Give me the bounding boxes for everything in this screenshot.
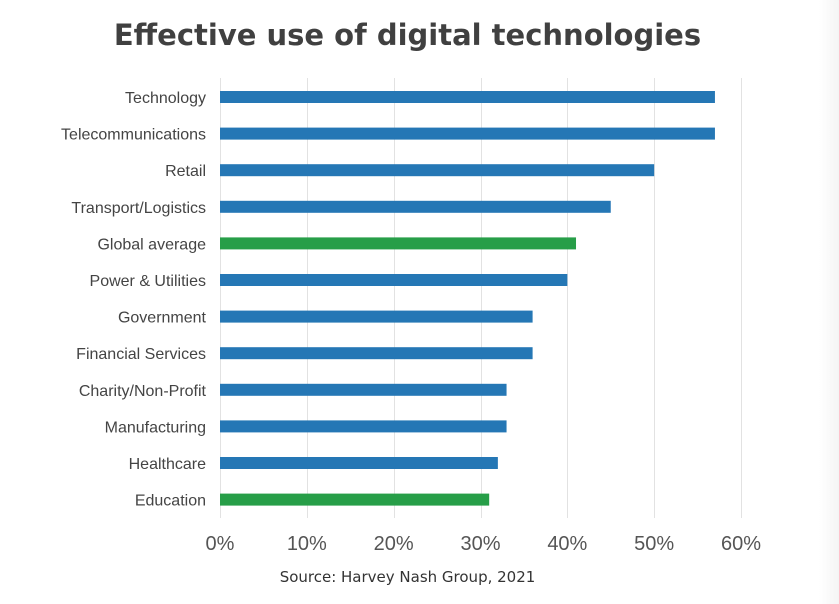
gridlines — [220, 78, 742, 518]
category-labels: Technology Telecommunications Retail Transp… — [61, 90, 207, 510]
x-tick-labels: 0% 10% 20% 30% 40% 50% 60% — [206, 533, 762, 555]
bars — [220, 91, 715, 506]
bar-global-average — [220, 237, 577, 250]
category-label: Manufacturing — [105, 419, 206, 436]
bar-education — [220, 493, 490, 506]
category-label: Transport/Logistics — [71, 200, 206, 217]
bar-power-utilities — [220, 274, 568, 286]
bar-manufacturing — [220, 420, 507, 433]
category-label: Global average — [97, 236, 206, 253]
bar-financial-services — [220, 347, 533, 360]
chart-title: Effective use of digital technologies — [113, 18, 702, 52]
x-tick-label: 50% — [634, 533, 674, 555]
category-label: Power & Utilities — [90, 273, 206, 290]
category-label: Technology — [125, 90, 206, 107]
category-label: Education — [135, 493, 206, 510]
x-tick-label: 10% — [287, 533, 327, 555]
right-edge-shade — [819, 0, 839, 604]
source-note: Source: Harvey Nash Group, 2021 — [279, 568, 536, 586]
x-tick-label: 0% — [206, 533, 235, 555]
bar-government — [220, 310, 533, 323]
category-label: Healthcare — [129, 456, 206, 473]
x-tick-label: 40% — [547, 533, 587, 555]
bar-transport-logistics — [220, 200, 611, 213]
x-tick-label: 60% — [721, 533, 761, 555]
bar-healthcare — [220, 457, 498, 469]
category-label: Retail — [165, 163, 206, 180]
category-label: Financial Services — [76, 346, 206, 363]
bar-technology — [220, 91, 715, 103]
bar-charity-non-profit — [220, 383, 507, 396]
category-label: Charity/Non-Profit — [79, 383, 207, 400]
bar-telecommunications — [220, 127, 715, 140]
x-tick-label: 30% — [460, 533, 500, 555]
category-label: Telecommunications — [61, 127, 206, 144]
x-tick-label: 20% — [374, 533, 414, 555]
category-label: Government — [118, 310, 207, 327]
bar-retail — [220, 164, 655, 177]
